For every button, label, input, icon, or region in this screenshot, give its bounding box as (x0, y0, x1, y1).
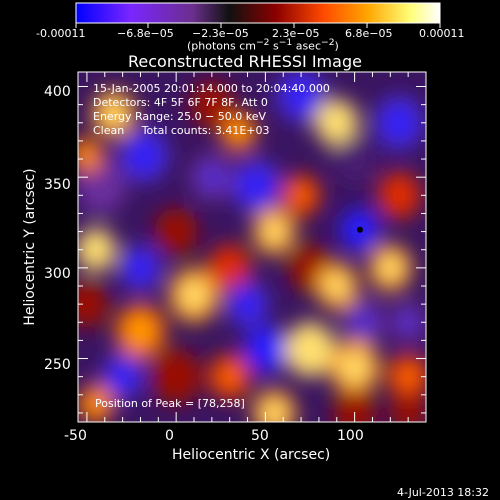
colorbar-tick-label: 6.8e−05 (345, 27, 393, 40)
heatmap-core (235, 291, 260, 317)
heatmap-blob (333, 389, 377, 422)
heatmap-core (242, 171, 271, 202)
heatmap-core (200, 164, 224, 191)
heatmap-core (217, 363, 242, 390)
y-tick-label: 300 (44, 266, 71, 282)
x-tick-label: 0 (165, 428, 174, 444)
y-axis-label: Heliocentric Y (arcsec) (22, 168, 38, 326)
heatmap-group (78, 72, 426, 422)
heatmap-core (385, 107, 413, 138)
heatmap-blob (333, 135, 377, 183)
y-tick-marks (78, 86, 426, 414)
info-line-clean: Clean Total counts: 3.41E+03 (93, 124, 270, 137)
colorbar-ticks (75, 23, 441, 28)
heatmap-core (396, 363, 420, 390)
colorbar-tick-label: -0.00011 (36, 27, 86, 40)
info-line-energy: Energy Range: 25.0 − 50.0 keV (93, 110, 267, 123)
heatmap-core (228, 121, 249, 143)
heatmap-blob (151, 349, 202, 405)
colorbar-tick-label: −6.8e−05 (117, 27, 174, 40)
heatmap-core (262, 218, 287, 245)
colorbar-tick-label: 0.00011 (419, 27, 465, 40)
heatmap-core (324, 273, 349, 299)
heatmap-core (378, 255, 403, 281)
x-tick-label: 50 (251, 428, 269, 444)
heatmap-core (340, 352, 369, 383)
heatmap-core (398, 311, 418, 333)
heatmap-blob (154, 208, 198, 256)
y-tick-label: 250 (44, 357, 71, 373)
heatmap-core (78, 145, 96, 166)
heatmap-blob (78, 280, 109, 328)
info-line-time: 15-Jan-2005 20:01:14.000 to 20:04:40.000 (93, 82, 330, 95)
heatmap-core (85, 237, 107, 262)
heatmap-core (253, 336, 278, 363)
heatmap-blob (208, 244, 252, 292)
x-tick-label: -50 (64, 428, 87, 444)
heatmap-core (324, 109, 349, 136)
heatmap-core (130, 140, 158, 171)
peak-position-label: Position of Peak = [78,258] (95, 397, 245, 410)
y-tick-label: 350 (44, 177, 71, 193)
plot-frame (77, 71, 427, 423)
colorbar-tick-label: 2.3e−05 (272, 27, 320, 40)
heatmap-blob (190, 81, 234, 129)
heatmap-core (110, 363, 135, 390)
colorbar-units: (photons cm−2 s−1 asec−2) (187, 37, 339, 53)
peak-dot (356, 226, 363, 233)
heatmap-core (126, 316, 155, 347)
colorbar (75, 2, 441, 24)
chart-title: Reconstructed RHESSI Image (128, 52, 362, 71)
heatmap-core (290, 183, 312, 208)
heatmap-core (180, 280, 208, 311)
footer-date: 4-Jul-2013 18:32 (397, 486, 490, 499)
x-axis-label: Heliocentric X (arcsec) (172, 447, 331, 463)
x-tick-label: 100 (337, 428, 364, 444)
heatmap-core (86, 393, 106, 415)
heatmap-core (262, 400, 287, 422)
y-tick-label: 400 (44, 84, 71, 100)
colorbar-tick-label: −2.3e−05 (192, 27, 249, 40)
heatmap-core (296, 334, 324, 365)
heatmap-core (351, 309, 376, 336)
heatmap-core (101, 100, 126, 127)
x-tick-marks (86, 72, 427, 422)
heatmap-core (128, 255, 153, 281)
peak-marker (356, 226, 363, 233)
heatmap-blob (390, 393, 426, 422)
heatmap-core (287, 80, 315, 111)
heatmap-blob (377, 171, 421, 219)
info-line-detectors: Detectors: 4F 5F 6F 7F 8F, Att 0 (93, 96, 268, 109)
